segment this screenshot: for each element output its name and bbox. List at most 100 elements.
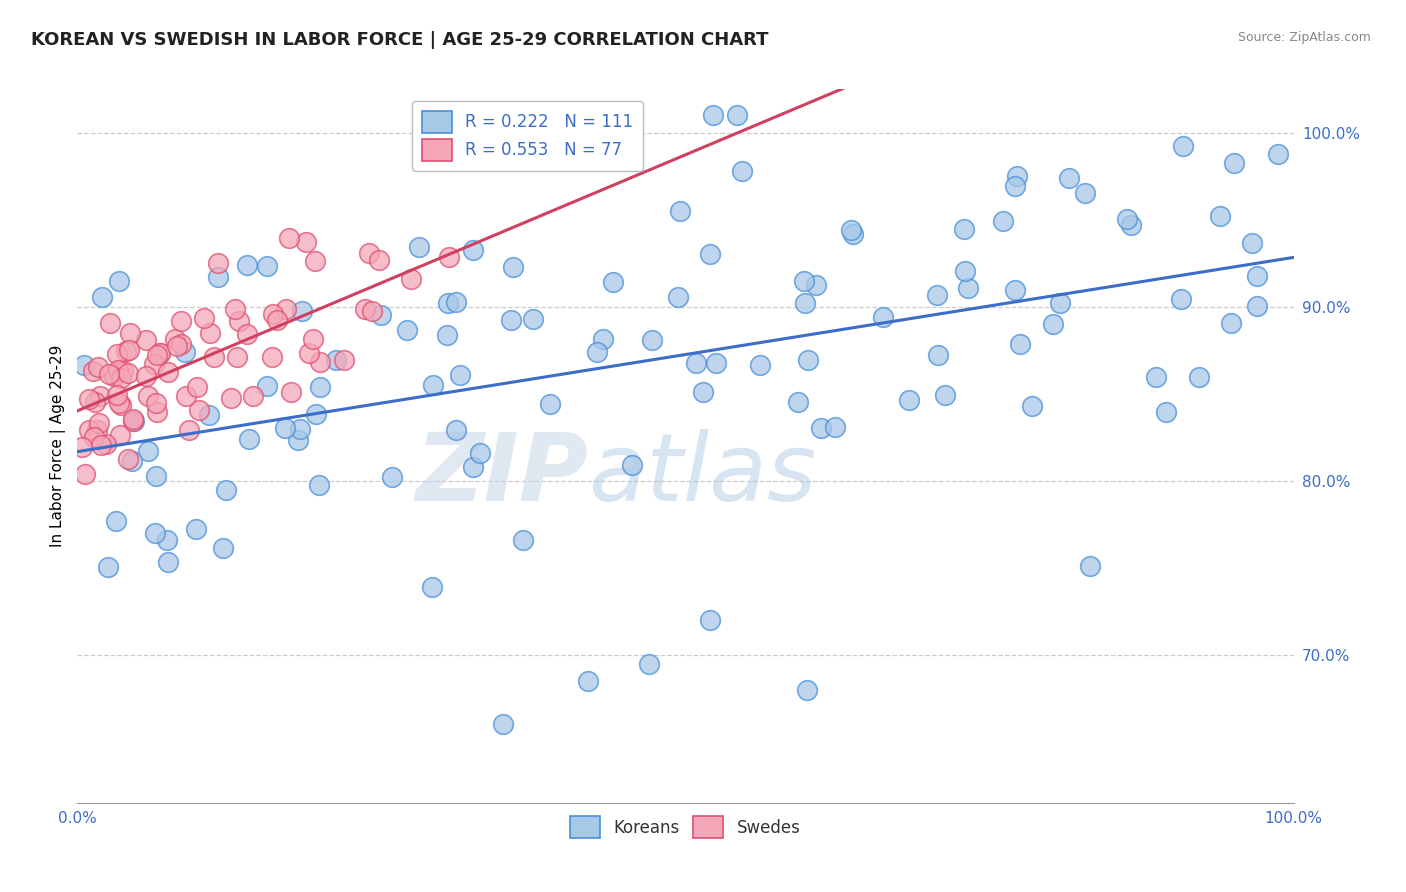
Point [224, 301, 246, 316]
Point [280, 384, 302, 399]
Point [207, 269, 229, 284]
Point [262, 307, 284, 321]
Point [461, 460, 484, 475]
Point [1078, 559, 1101, 574]
Point [143, 357, 166, 371]
Point [156, 533, 179, 547]
Point [256, 259, 278, 273]
Point [202, 350, 225, 364]
Point [1004, 178, 1026, 193]
Point [786, 395, 808, 409]
Point [266, 313, 288, 327]
Point [226, 351, 249, 365]
Point [468, 445, 491, 459]
Point [274, 421, 297, 435]
Point [122, 412, 145, 426]
Point [309, 380, 332, 394]
Point [197, 408, 219, 422]
Point [793, 274, 815, 288]
Point [1240, 235, 1263, 250]
Point [927, 348, 949, 362]
Point [188, 403, 211, 417]
Point [170, 314, 193, 328]
Point [953, 264, 976, 278]
Point [522, 312, 544, 326]
Point [219, 391, 242, 405]
Point [110, 371, 132, 385]
Point [91, 290, 114, 304]
Point [94, 437, 117, 451]
Point [731, 163, 754, 178]
Point [107, 363, 129, 377]
Point [512, 533, 534, 548]
Point [420, 580, 443, 594]
Point [436, 296, 458, 310]
Text: atlas: atlas [588, 429, 817, 520]
Point [87, 416, 110, 430]
Point [73, 359, 96, 373]
Text: Source: ZipAtlas.com: Source: ZipAtlas.com [1237, 31, 1371, 45]
Point [287, 433, 309, 447]
Point [215, 483, 238, 498]
Point [77, 392, 100, 407]
Point [333, 353, 356, 368]
Point [934, 388, 956, 402]
Point [1116, 212, 1139, 227]
Y-axis label: In Labor Force | Age 25-29: In Labor Force | Age 25-29 [51, 345, 66, 547]
Point [304, 254, 326, 268]
Point [82, 364, 104, 378]
Point [135, 333, 157, 347]
Point [149, 345, 172, 359]
Point [1021, 399, 1043, 413]
Point [1049, 295, 1071, 310]
Point [1119, 218, 1142, 232]
Point [165, 332, 187, 346]
Legend: Koreans, Swedes: Koreans, Swedes [564, 810, 807, 845]
Point [1074, 186, 1097, 201]
Point [308, 478, 330, 492]
Point [1005, 169, 1028, 184]
Point [176, 389, 198, 403]
Point [122, 414, 145, 428]
Point [305, 407, 328, 421]
Point [309, 355, 332, 369]
Point [953, 222, 976, 236]
Point [1154, 405, 1177, 419]
Point [105, 388, 128, 402]
Point [84, 395, 107, 409]
Point [111, 364, 134, 378]
Point [925, 288, 948, 302]
Point [408, 240, 430, 254]
Point [666, 290, 689, 304]
Point [806, 278, 828, 293]
Point [170, 336, 193, 351]
Point [135, 368, 157, 383]
Point [166, 339, 188, 353]
Point [146, 405, 169, 419]
Point [77, 423, 100, 437]
Point [602, 275, 624, 289]
Point [991, 213, 1014, 227]
Point [122, 414, 145, 428]
Point [83, 430, 105, 444]
Point [70, 440, 93, 454]
Text: KOREAN VS SWEDISH IN LABOR FORCE | AGE 25-29 CORRELATION CHART: KOREAN VS SWEDISH IN LABOR FORCE | AGE 2… [31, 31, 769, 49]
Point [238, 432, 260, 446]
Point [538, 397, 561, 411]
Point [699, 247, 721, 261]
Point [446, 423, 468, 437]
Point [749, 358, 772, 372]
Point [1173, 138, 1195, 153]
Point [794, 296, 817, 310]
Point [638, 657, 661, 671]
Point [302, 332, 325, 346]
Point [692, 384, 714, 399]
Point [108, 428, 131, 442]
Point [174, 345, 197, 359]
Point [461, 243, 484, 257]
Point [810, 421, 832, 435]
Point [401, 272, 423, 286]
Point [1222, 155, 1244, 169]
Point [1220, 316, 1243, 330]
Point [1246, 268, 1268, 283]
